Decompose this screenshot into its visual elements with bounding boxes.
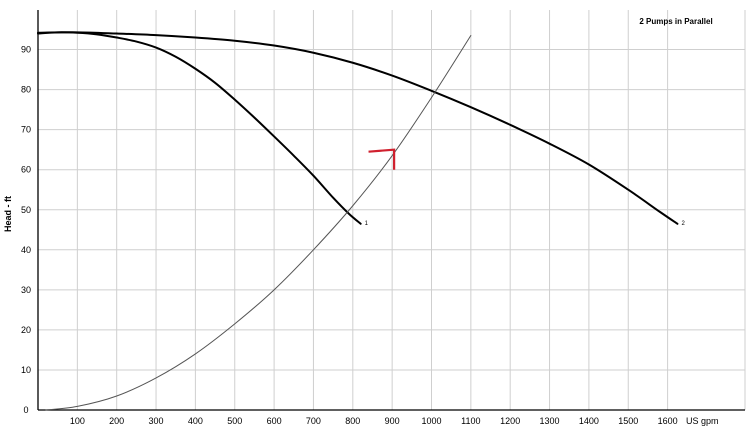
chart-title: 2 Pumps in Parallel	[639, 17, 712, 26]
x-tick-label: 600	[267, 416, 282, 426]
y-tick-label: 70	[21, 125, 31, 135]
y-tick-label: 50	[21, 205, 31, 215]
x-tick-label: 1100	[461, 416, 480, 426]
x-tick-label: 1200	[500, 416, 520, 426]
grid	[38, 10, 746, 410]
y-tick-label: 10	[21, 365, 31, 375]
y-tick-label: 80	[21, 85, 31, 95]
x-tick-label: 200	[109, 416, 124, 426]
x-tick-label: 100	[70, 416, 85, 426]
y-tick-label: 0	[23, 405, 28, 415]
x-tick-label: 1500	[618, 416, 638, 426]
x-tick-label: 800	[345, 416, 360, 426]
series-end-label: 1	[365, 221, 369, 227]
x-tick-label: 300	[149, 416, 164, 426]
x-tick-label: 1600	[658, 416, 678, 426]
pump-curve-line-1	[37, 31, 362, 225]
x-tick-label: 1400	[579, 416, 599, 426]
series-lines	[37, 31, 679, 411]
x-tick-label: 400	[188, 416, 203, 426]
red-arrow-annotation	[368, 148, 396, 170]
pump-curve-line-2	[37, 31, 679, 225]
x-axis-label: US gpm	[686, 416, 719, 426]
x-tick-labels: 100 200 300 400 500 600 700 800 900 1000 1100 1200 1…	[70, 416, 678, 426]
y-tick-labels: 0 10 20 30 40 50 60 70 80 90	[21, 45, 31, 415]
series-end-label: 2	[681, 221, 685, 227]
system-curve-line	[45, 35, 472, 411]
y-tick-label: 60	[21, 165, 31, 175]
y-tick-label: 20	[21, 325, 31, 335]
y-axis-label: Head - ft	[3, 196, 13, 232]
x-tick-label: 1000	[421, 416, 441, 426]
x-tick-label: 1300	[540, 416, 560, 426]
x-tick-label: 500	[227, 416, 242, 426]
x-tick-label: 700	[306, 416, 321, 426]
annotations	[368, 148, 396, 170]
axes	[37, 10, 745, 411]
y-tick-label: 90	[21, 45, 31, 55]
y-tick-label: 40	[21, 245, 31, 255]
y-tick-label: 30	[21, 285, 31, 295]
x-tick-label: 900	[385, 416, 400, 426]
